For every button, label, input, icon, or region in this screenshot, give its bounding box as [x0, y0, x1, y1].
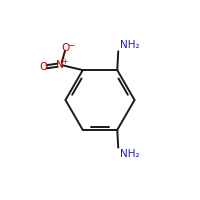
Text: O: O: [39, 62, 47, 72]
Text: +: +: [61, 57, 68, 66]
Text: −: −: [67, 40, 75, 49]
Text: NH₂: NH₂: [120, 149, 140, 159]
Text: NH₂: NH₂: [120, 40, 140, 50]
Text: N: N: [56, 60, 64, 70]
Text: O: O: [62, 43, 70, 53]
